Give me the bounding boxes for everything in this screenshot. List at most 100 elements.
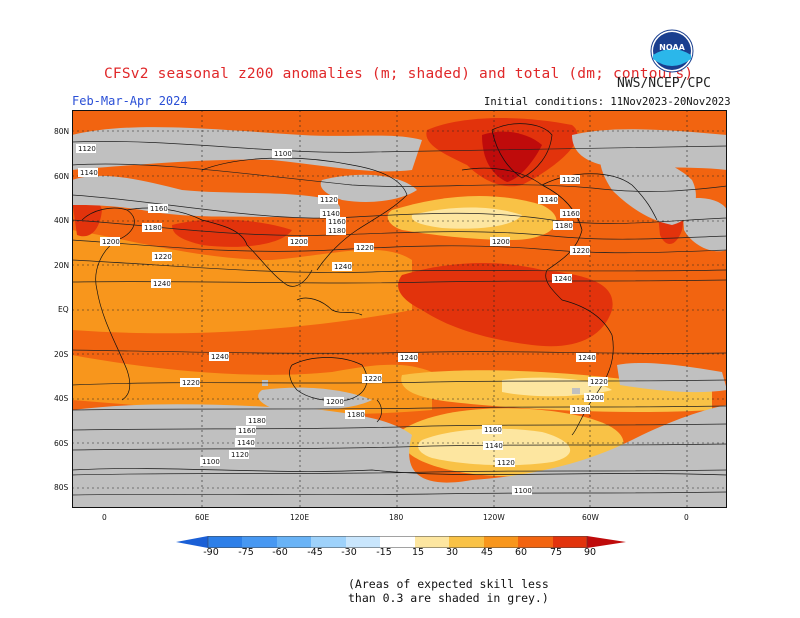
svg-text:1240: 1240 xyxy=(400,354,418,362)
colorbar-swatch xyxy=(415,536,449,548)
colorbar-label: -15 xyxy=(376,547,392,558)
lon-label: 120E xyxy=(290,513,310,522)
contour-label: 1200 xyxy=(100,237,120,246)
svg-text:1160: 1160 xyxy=(150,205,168,213)
colorbar-label: 75 xyxy=(549,547,563,558)
gridlines xyxy=(72,110,727,508)
lat-label: 80N xyxy=(54,127,70,136)
lat-label: 60S xyxy=(54,439,69,448)
colorbar-swatch xyxy=(484,536,518,548)
svg-text:1140: 1140 xyxy=(322,210,340,218)
contour-label: 1140 xyxy=(538,195,558,204)
grey-pacific-n xyxy=(320,174,417,202)
grey-arctic-west xyxy=(72,127,422,172)
colorbar-label: -60 xyxy=(272,547,288,558)
contour-label: 1240 xyxy=(332,262,352,271)
contour-label: 1160 xyxy=(326,217,346,226)
contour-label: 1120 xyxy=(76,144,96,153)
grey-south-atlantic xyxy=(617,362,727,393)
svg-text:1220: 1220 xyxy=(182,379,200,387)
contour-label: 1140 xyxy=(320,209,340,218)
grey-namerica xyxy=(600,150,696,225)
svg-text:1240: 1240 xyxy=(153,280,171,288)
contour-label: 1180 xyxy=(142,223,162,232)
contour-label: 1160 xyxy=(482,425,502,434)
svg-text:1120: 1120 xyxy=(497,459,515,467)
svg-text:1140: 1140 xyxy=(485,442,503,450)
lat-label: 40S xyxy=(54,394,69,403)
colorbar-label: 45 xyxy=(480,547,494,558)
contour-label: 1120 xyxy=(495,458,515,467)
svg-text:1200: 1200 xyxy=(290,238,308,246)
contour-label: 1240 xyxy=(398,353,418,362)
contour-label: 1220 xyxy=(570,246,590,255)
map-frame xyxy=(72,110,727,508)
colorbar-arrow-right xyxy=(587,536,626,548)
source-label: NWS/NCEP/CPC xyxy=(617,76,711,91)
lat-label: 60N xyxy=(54,172,70,181)
svg-text:1220: 1220 xyxy=(154,253,172,261)
svg-text:1100: 1100 xyxy=(274,150,292,158)
svg-text:1200: 1200 xyxy=(492,238,510,246)
contour-label: 1200 xyxy=(324,397,344,406)
initial-conditions-label: Initial conditions: 11Nov2023-20Nov2023 xyxy=(484,96,731,108)
svg-text:1180: 1180 xyxy=(144,224,162,232)
svg-text:1240: 1240 xyxy=(334,263,352,271)
lat-label: 80S xyxy=(54,483,69,492)
contour-label: 1220 xyxy=(354,243,374,252)
anomaly-map: 1120 1100 1140 1120 1160 1140 1160 1180 … xyxy=(72,110,727,508)
lon-label: 0 xyxy=(684,513,689,522)
svg-text:1120: 1120 xyxy=(231,451,249,459)
lon-label: 0 xyxy=(102,513,107,522)
skill-note: (Areas of expected skill less than 0.3 a… xyxy=(348,577,549,605)
contour-label: 1120 xyxy=(318,195,338,204)
contour-label: 1100 xyxy=(200,457,220,466)
svg-text:1240: 1240 xyxy=(554,275,572,283)
colorbar-label: 15 xyxy=(411,547,425,558)
colorbar-swatch xyxy=(242,536,277,548)
shading-90-greenland xyxy=(482,131,542,182)
contour-label: 1240 xyxy=(151,279,171,288)
contour-label: 1240 xyxy=(552,274,572,283)
colorbar-arrow-left xyxy=(176,536,208,548)
grey-southern-ocean xyxy=(72,404,727,508)
chart-title: CFSv2 seasonal z200 anomalies (m; shaded… xyxy=(104,66,694,82)
colorbar-swatch xyxy=(553,536,587,548)
grey-dot-2 xyxy=(572,388,580,394)
svg-text:NOAA: NOAA xyxy=(659,43,685,52)
contour-label: 1120 xyxy=(229,450,249,459)
contour-label: 1220 xyxy=(152,252,172,261)
svg-text:1100: 1100 xyxy=(202,458,220,466)
contour-label: 1220 xyxy=(588,377,608,386)
svg-text:1180: 1180 xyxy=(555,222,573,230)
skill-note-line: (Areas of expected skill less xyxy=(348,577,549,591)
lat-label: 40N xyxy=(54,216,70,225)
lat-label: 20S xyxy=(54,350,69,359)
contour-label: 1200 xyxy=(584,393,604,402)
lat-label: EQ xyxy=(58,305,69,314)
lon-label: 180 xyxy=(389,513,404,522)
colorbar-label: 90 xyxy=(583,547,597,558)
svg-text:1220: 1220 xyxy=(590,378,608,386)
svg-text:1180: 1180 xyxy=(248,417,266,425)
svg-text:1140: 1140 xyxy=(80,169,98,177)
shading-75-pacific xyxy=(398,263,613,347)
colorbar-swatch xyxy=(311,536,346,548)
skill-note-line: than 0.3 are shaded in grey.) xyxy=(348,591,549,605)
svg-text:1140: 1140 xyxy=(540,196,558,204)
grey-atlantic-n xyxy=(682,198,727,252)
contour-label-group: 1120 1100 1140 1120 1160 1140 1160 1180 … xyxy=(76,144,608,495)
svg-text:1160: 1160 xyxy=(562,210,580,218)
contour-label: 1180 xyxy=(570,405,590,414)
colorbar-label: -45 xyxy=(307,547,323,558)
contour-label: 1180 xyxy=(345,410,365,419)
contour-label: 1240 xyxy=(209,352,229,361)
contour-label: 1160 xyxy=(560,209,580,218)
svg-text:1160: 1160 xyxy=(484,426,502,434)
contour-label: 1200 xyxy=(490,237,510,246)
svg-text:1120: 1120 xyxy=(562,176,580,184)
contour-label: 1140 xyxy=(235,438,255,447)
svg-text:1180: 1180 xyxy=(347,411,365,419)
colorbar-label: -30 xyxy=(341,547,357,558)
lon-label: 60E xyxy=(195,513,210,522)
